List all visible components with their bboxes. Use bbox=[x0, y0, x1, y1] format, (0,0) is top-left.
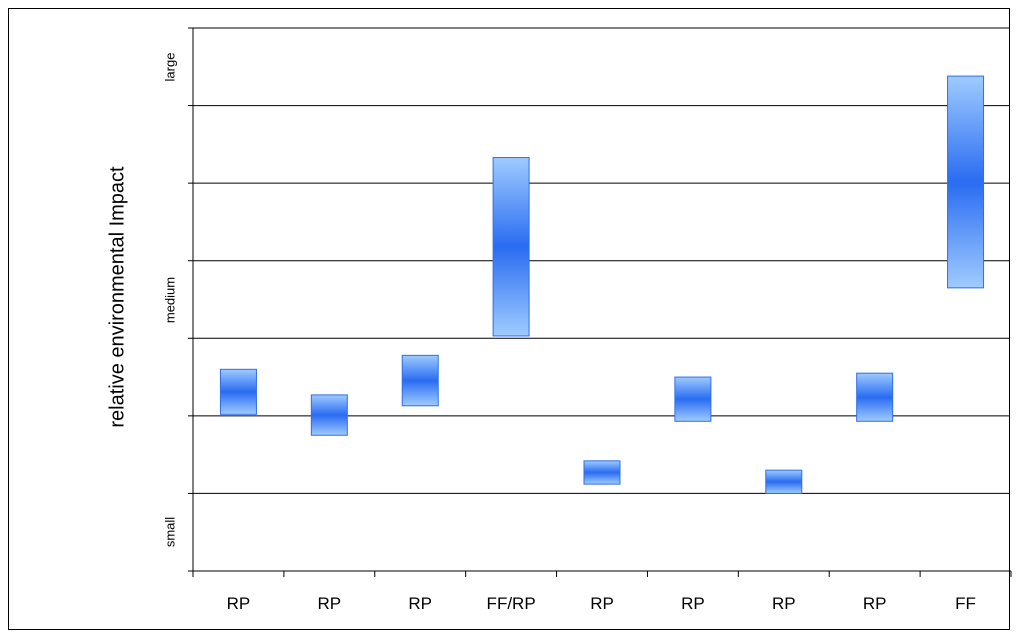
range-bar bbox=[219, 368, 257, 415]
range-bar bbox=[765, 469, 803, 494]
x-tick-label: RP bbox=[862, 594, 887, 613]
x-tick-label: RP bbox=[408, 594, 433, 613]
y-tick-label: small bbox=[162, 517, 178, 548]
range-bar bbox=[856, 372, 894, 422]
y-axis-title: relative environmental Impact bbox=[106, 166, 129, 428]
x-tick-label: FF/RP bbox=[486, 594, 536, 613]
range-bar bbox=[492, 157, 530, 337]
range-bar bbox=[674, 376, 712, 422]
x-tick-label: RP bbox=[590, 594, 614, 613]
x-tick-label: RP bbox=[226, 594, 251, 613]
x-tick-label: RP bbox=[317, 594, 342, 613]
range-bar bbox=[401, 354, 439, 407]
y-tick-label: large bbox=[162, 52, 178, 82]
x-tick-label: RP bbox=[681, 594, 705, 613]
range-bar bbox=[947, 75, 985, 289]
x-tick-label: FF bbox=[955, 594, 976, 613]
range-bar bbox=[583, 460, 621, 485]
x-tick-label: RP bbox=[771, 594, 796, 613]
y-tick-label: medium bbox=[162, 276, 178, 323]
range-bar bbox=[310, 394, 348, 436]
